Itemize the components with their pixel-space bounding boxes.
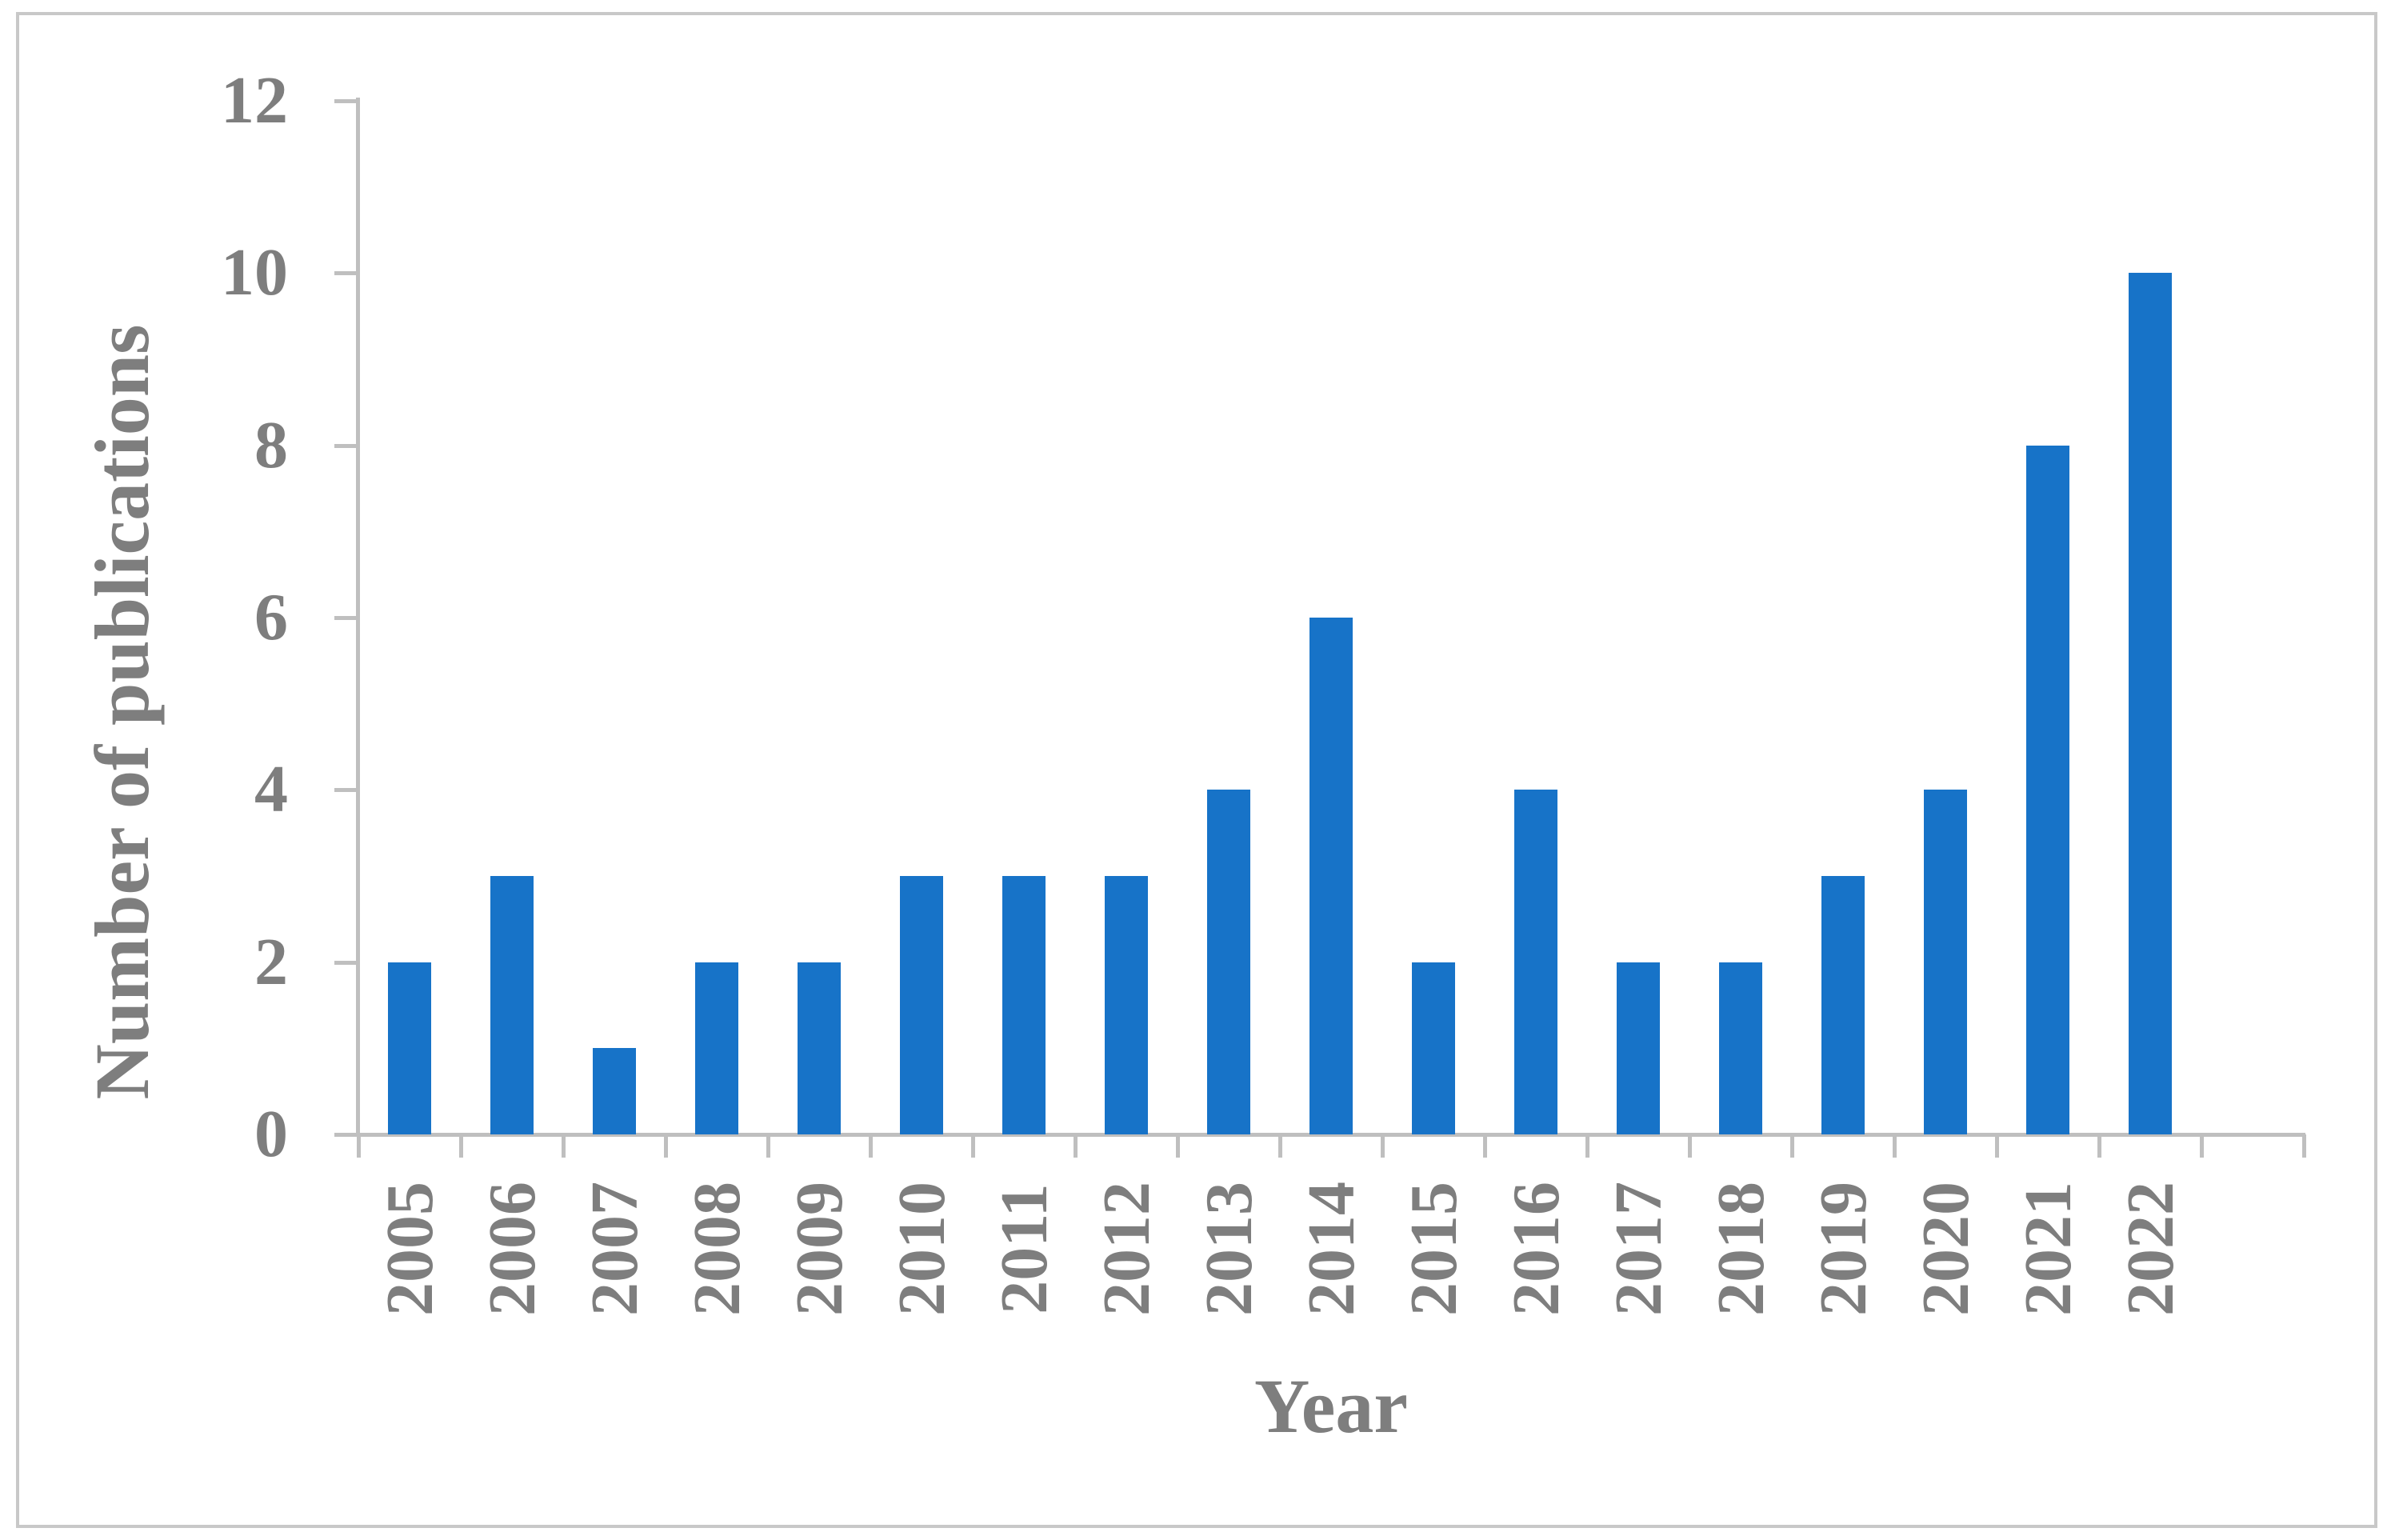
y-tick-label: 12 — [221, 63, 288, 138]
bar-2022 — [2129, 273, 2172, 1134]
bar-2012 — [1105, 876, 1148, 1134]
x-axis-tick — [664, 1134, 668, 1158]
x-axis-tick — [357, 1134, 361, 1158]
bar-2005 — [388, 962, 431, 1134]
x-axis-tick — [971, 1134, 975, 1158]
x-axis-title: Year — [1254, 1363, 1408, 1449]
x-axis-tick — [459, 1134, 463, 1158]
x-axis-tick — [1483, 1134, 1487, 1158]
y-tick-label: 4 — [254, 752, 288, 826]
figure-border — [16, 12, 2377, 1528]
bar-2019 — [1821, 876, 1865, 1134]
y-axis-tick — [334, 616, 358, 620]
bar-2016 — [1514, 790, 1557, 1134]
bar-2008 — [695, 962, 738, 1134]
bar-2017 — [1617, 962, 1660, 1134]
x-axis-tick — [1585, 1134, 1589, 1158]
x-axis-tick — [2097, 1134, 2101, 1158]
bar-2014 — [1309, 618, 1353, 1134]
x-axis-tick — [1790, 1134, 1794, 1158]
y-tick-label: 2 — [254, 925, 288, 999]
x-axis-tick — [1893, 1134, 1897, 1158]
bar-2021 — [2026, 446, 2069, 1134]
x-axis-tick — [1381, 1134, 1385, 1158]
x-axis-tick — [1278, 1134, 1282, 1158]
bar-2015 — [1412, 962, 1455, 1134]
y-tick-label: 6 — [254, 580, 288, 654]
y-axis-tick — [334, 444, 358, 448]
bar-2018 — [1719, 962, 1762, 1134]
x-axis-tick — [2302, 1134, 2306, 1158]
x-axis-line — [334, 1133, 2305, 1137]
x-axis-tick — [1176, 1134, 1180, 1158]
x-axis-tick — [2200, 1134, 2204, 1158]
x-axis-tick — [869, 1134, 873, 1158]
x-axis-tick — [1995, 1134, 1999, 1158]
bar-2013 — [1207, 790, 1250, 1134]
x-tick-label: 2022 — [2113, 1182, 2188, 1316]
y-axis-tick — [334, 99, 358, 103]
y-tick-label: 8 — [254, 408, 288, 482]
x-axis-tick — [1688, 1134, 1692, 1158]
x-axis-tick — [766, 1134, 770, 1158]
bar-2009 — [798, 962, 841, 1134]
bar-2011 — [1002, 876, 1046, 1134]
y-axis-tick — [334, 961, 358, 965]
bar-2006 — [490, 876, 534, 1134]
x-axis-tick — [1074, 1134, 1078, 1158]
y-axis-tick — [334, 788, 358, 792]
y-tick-label: 10 — [221, 235, 288, 310]
bar-2020 — [1924, 790, 1967, 1134]
bar-2007 — [593, 1048, 636, 1134]
x-axis-tick — [562, 1134, 566, 1158]
y-tick-label: 0 — [254, 1097, 288, 1171]
y-axis-title: Number of publications — [78, 324, 165, 1100]
bar-2010 — [900, 876, 943, 1134]
y-axis-tick — [334, 271, 358, 275]
y-axis-tick — [334, 1133, 358, 1137]
